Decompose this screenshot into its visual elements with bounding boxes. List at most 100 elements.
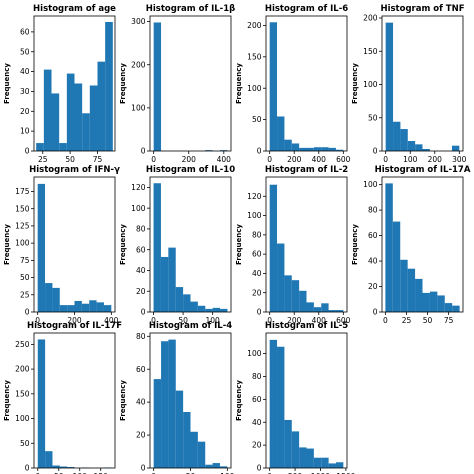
histogram-bar: [175, 390, 184, 468]
histogram-bar: [277, 243, 285, 312]
histogram-panel: 25 50 75 0 10 20 30 40 50 60 Histogram of age Frequ…: [3, 4, 116, 164]
x-tick-label: 25: [402, 316, 412, 325]
histogram-bar: [269, 184, 278, 312]
histogram-bar: [451, 145, 460, 151]
y-tick-label: 150: [363, 47, 378, 56]
x-tick-label: 600: [336, 316, 351, 325]
y-tick-label: 100: [15, 239, 30, 248]
histogram-bar: [36, 143, 44, 151]
x-tick-label: 50: [54, 472, 64, 474]
y-tick-label: 150: [15, 204, 30, 213]
y-axis-label: Frequency: [119, 63, 127, 104]
y-tick-label: 0: [141, 464, 146, 473]
y-axis-label: Frequency: [235, 224, 243, 265]
x-tick-label: 100: [220, 472, 235, 474]
y-axis-label: Frequency: [235, 63, 243, 104]
histogram-bar: [197, 441, 206, 468]
x-tick-label: 200: [287, 316, 302, 325]
histogram-bar: [422, 292, 430, 312]
histogram-bar: [291, 280, 300, 312]
histogram-bar: [415, 144, 423, 151]
y-tick-label: 40: [252, 418, 262, 427]
histogram-bar: [415, 278, 423, 312]
x-tick-label: 200: [67, 316, 82, 325]
x-tick-label: 0: [267, 472, 272, 474]
axes-frame: [381, 176, 464, 313]
y-tick-label: 80: [252, 372, 262, 381]
y-tick-label: 60: [252, 250, 262, 259]
y-tick-label: 20: [136, 287, 146, 296]
panel-title: Histogram of IL-17A: [375, 165, 471, 175]
x-tick-label: 0: [151, 316, 156, 325]
histogram-bar: [407, 141, 416, 151]
histogram-bar: [105, 21, 113, 152]
histogram-bar: [313, 147, 322, 151]
y-tick-label: 80: [136, 332, 146, 341]
y-tick-label: 40: [368, 257, 378, 266]
y-tick-label: 100: [15, 414, 30, 423]
x-tick-label: 100: [206, 316, 221, 325]
histogram-bar: [437, 295, 445, 312]
x-tick-label: 500: [288, 472, 303, 474]
x-tick-label: 400: [217, 155, 232, 164]
histogram-bar: [96, 302, 104, 312]
y-axis-label: Frequency: [3, 380, 11, 421]
histogram-bar: [328, 147, 336, 151]
y-tick-label: 20: [252, 288, 262, 297]
y-tick-label: 120: [131, 183, 146, 192]
histogram-bar: [97, 61, 106, 151]
histogram-bar: [306, 302, 314, 312]
panel-title: Histogram of IFN-γ: [29, 165, 120, 175]
y-tick-label: 0: [141, 147, 146, 156]
histogram-bar: [52, 465, 60, 468]
y-tick-label: 120: [247, 192, 262, 201]
x-tick-label: 100: [73, 472, 88, 474]
panel-title: Histogram of IL-4: [149, 321, 232, 331]
histogram-bar: [284, 275, 292, 312]
x-tick-label: 400: [312, 155, 327, 164]
y-tick-label: 25: [20, 290, 30, 299]
y-tick-label: 80: [252, 230, 262, 239]
histogram-bar: [393, 121, 401, 151]
panel-title: Histogram of IL-5: [265, 321, 348, 331]
histogram-bar: [452, 305, 460, 312]
histogram-bar: [313, 457, 322, 468]
y-tick-label: 30: [20, 87, 30, 96]
histogram-bar: [205, 308, 213, 312]
histogram-bar: [328, 310, 336, 312]
y-tick-label: 100: [247, 349, 262, 358]
y-axis-label: Frequency: [119, 380, 127, 421]
histogram-bar: [52, 287, 60, 312]
histogram-bar: [160, 256, 169, 312]
panel-title: Histogram of age: [33, 4, 116, 14]
x-tick-label: 300: [452, 155, 467, 164]
histogram-bar: [422, 149, 430, 151]
y-tick-label: 60: [252, 395, 262, 404]
y-tick-label: 60: [136, 365, 146, 374]
y-tick-label: 50: [252, 115, 262, 124]
y-tick-label: 40: [136, 266, 146, 275]
histogram-bar: [299, 147, 307, 151]
y-tick-label: 40: [136, 398, 146, 407]
y-tick-label: 40: [20, 67, 30, 76]
panel-title: Histogram of IL-17F: [27, 321, 122, 331]
histogram-bar: [335, 310, 344, 312]
histogram-bar: [103, 305, 112, 312]
histogram-bar: [335, 149, 344, 151]
x-tick-label: 0: [383, 155, 388, 164]
y-tick-label: 200: [15, 365, 30, 374]
histogram-bar: [444, 303, 453, 312]
y-tick-label: 0: [25, 147, 30, 156]
axes-frame: [149, 176, 232, 313]
histogram-bar: [392, 221, 401, 312]
histogram-bar: [43, 69, 52, 151]
histogram-bar: [284, 139, 292, 151]
panel-title: Histogram of TNF: [380, 4, 464, 14]
histogram-bar: [205, 464, 213, 468]
histogram-bar: [299, 447, 307, 468]
y-tick-label: 100: [247, 84, 262, 93]
histogram-bar: [66, 73, 75, 151]
